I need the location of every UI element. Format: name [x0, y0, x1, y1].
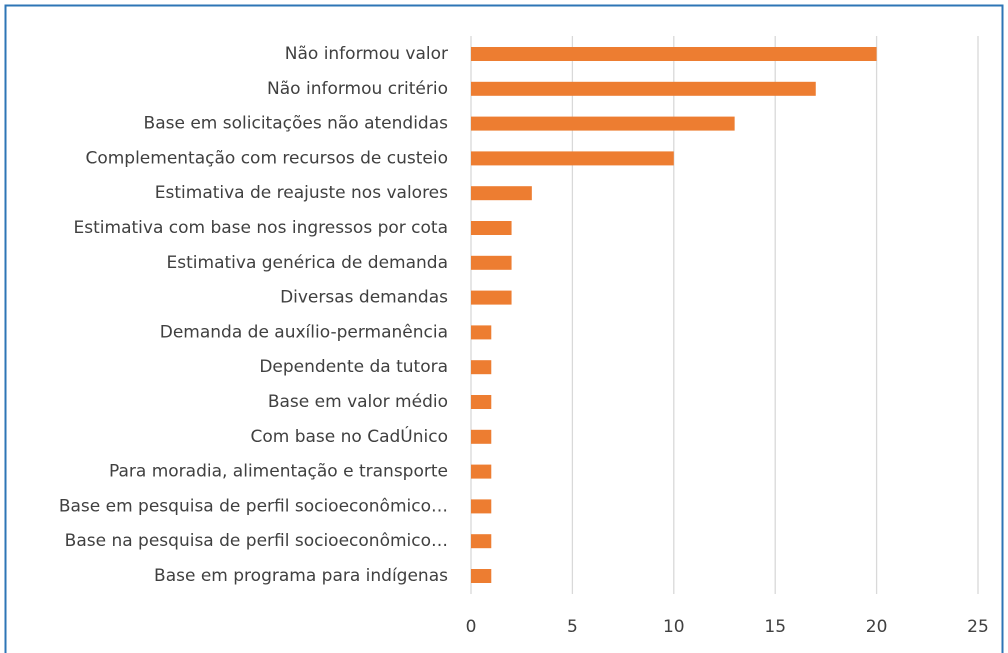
bar: [471, 81, 816, 96]
y-tick-label: Estimativa de reajuste nos valores: [155, 183, 448, 203]
y-tick-label: Dependente da tutora: [259, 357, 448, 377]
bar: [471, 534, 492, 549]
y-tick-label: Diversas demandas: [280, 288, 448, 308]
y-tick-label: Base em pesquisa de perfil socioeconômic…: [59, 496, 448, 516]
x-tick-label: 25: [967, 617, 989, 637]
bar: [471, 464, 492, 479]
y-tick-label: Estimativa genérica de demanda: [167, 253, 448, 273]
y-tick-label: Demanda de auxílio-permanência: [160, 322, 448, 342]
bar: [471, 221, 512, 235]
y-tick-label: Base em valor médio: [268, 392, 448, 412]
bar: [471, 151, 674, 166]
x-tick-label: 0: [466, 617, 477, 637]
chart-frame: [4, 4, 1004, 653]
bar: [471, 116, 735, 131]
y-tick-label: Não informou valor: [285, 44, 448, 64]
bar: [471, 290, 512, 305]
bar: [471, 499, 492, 514]
y-tick-label: Estimativa com base nos ingressos por co…: [74, 218, 448, 238]
y-tick-label: Base em programa para indígenas: [154, 566, 448, 586]
bar: [471, 429, 492, 444]
y-tick-label: Para moradia, alimentação e transporte: [109, 462, 448, 482]
x-tick-label: 10: [663, 617, 685, 637]
bar: [471, 186, 532, 201]
y-tick-label: Base em solicitações não atendidas: [144, 114, 449, 134]
y-tick-label: Base na pesquisa de perfil socioeconômic…: [65, 531, 448, 551]
bar: [471, 569, 492, 583]
bar: [471, 255, 512, 270]
bar: [471, 395, 492, 409]
bar: [471, 360, 492, 375]
bar: [471, 47, 877, 61]
y-tick-label: Com base no CadÚnico: [250, 425, 448, 447]
y-tick-label: Complementação com recursos de custeio: [85, 148, 448, 168]
x-tick-label: 20: [866, 617, 888, 637]
y-tick-label: Não informou critério: [267, 79, 448, 99]
x-tick-label: 5: [567, 617, 578, 637]
bar: [471, 325, 492, 340]
x-tick-label: 15: [764, 617, 786, 637]
